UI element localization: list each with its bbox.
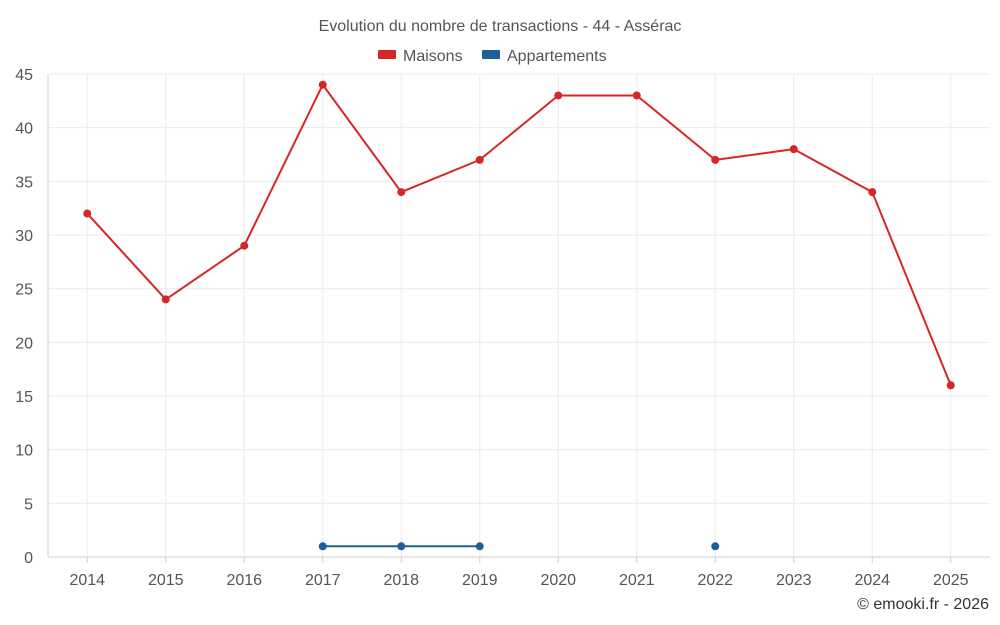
x-tick-label: 2023 <box>776 572 812 589</box>
y-tick-label: 20 <box>15 335 33 352</box>
y-tick-label: 45 <box>15 67 33 84</box>
series-line-maisons <box>86 83 952 386</box>
x-tick-label: 2025 <box>933 572 969 589</box>
data-point-maisons-2018[interactable] <box>397 188 406 197</box>
data-point-maisons-2015[interactable] <box>161 295 170 304</box>
data-point-appartements-2022[interactable] <box>711 542 720 551</box>
x-tick-label: 2019 <box>462 572 498 589</box>
y-tick-label: 0 <box>24 550 33 567</box>
legend-label-maisons: Maisons <box>403 48 463 65</box>
data-point-maisons-2019[interactable] <box>475 155 484 164</box>
x-tick-label: 2014 <box>69 572 105 589</box>
data-point-appartements-2019[interactable] <box>475 542 484 551</box>
y-tick-label: 25 <box>15 282 33 299</box>
y-tick-label: 5 <box>24 496 33 513</box>
legend-swatch-maisons <box>378 50 396 59</box>
x-tick-label: 2017 <box>305 572 341 589</box>
data-point-appartements-2018[interactable] <box>397 542 406 551</box>
x-tick-label: 2024 <box>854 572 890 589</box>
series <box>83 80 955 551</box>
legend-swatch-appartements <box>482 50 500 59</box>
data-point-maisons-2020[interactable] <box>554 91 563 100</box>
x-tick-label: 2020 <box>540 572 576 589</box>
y-tick-label: 15 <box>15 389 33 406</box>
data-point-maisons-2024[interactable] <box>868 188 877 197</box>
y-tick-label: 30 <box>15 228 33 245</box>
data-point-maisons-2017[interactable] <box>318 80 327 89</box>
data-point-appartements-2017[interactable] <box>318 542 327 551</box>
data-point-maisons-2016[interactable] <box>240 241 249 250</box>
x-tick-label: 2021 <box>619 572 655 589</box>
data-point-maisons-2021[interactable] <box>632 91 641 100</box>
x-tick-label: 2018 <box>383 572 419 589</box>
y-tick-label: 35 <box>15 174 33 191</box>
legend-item-appartements[interactable]: Appartements <box>482 48 607 65</box>
grid <box>48 73 990 557</box>
series-maisons <box>83 80 955 390</box>
y-tick-label: 10 <box>15 443 33 460</box>
series-appartements <box>318 542 720 551</box>
x-tick-label: 2016 <box>226 572 262 589</box>
credit-text: © emooki.fr - 2026 <box>857 596 989 613</box>
chart-title: Evolution du nombre de transactions - 44… <box>319 18 682 35</box>
y-tick-label: 40 <box>15 121 33 138</box>
data-point-maisons-2025[interactable] <box>946 381 955 390</box>
legend: Maisons Appartements <box>378 48 607 65</box>
data-point-maisons-2014[interactable] <box>83 209 92 218</box>
legend-item-maisons[interactable]: Maisons <box>378 48 463 65</box>
x-tick-label: 2022 <box>697 572 733 589</box>
data-point-maisons-2022[interactable] <box>711 155 720 164</box>
data-point-maisons-2023[interactable] <box>789 145 798 154</box>
legend-label-appartements: Appartements <box>507 48 607 65</box>
x-tick-label: 2015 <box>148 572 184 589</box>
